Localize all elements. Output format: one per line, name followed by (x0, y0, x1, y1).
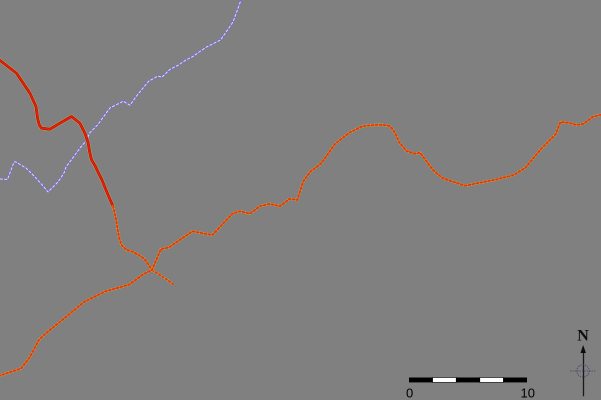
svg-text:N: N (577, 328, 589, 345)
svg-text:0: 0 (406, 386, 413, 400)
svg-text:10: 10 (521, 386, 535, 400)
